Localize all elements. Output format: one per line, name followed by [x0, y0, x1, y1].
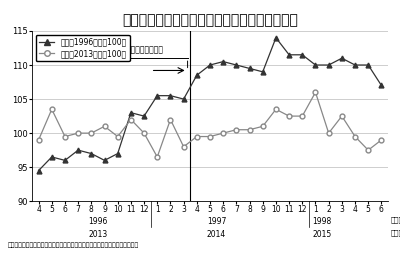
Text: 1997: 1997: [207, 217, 226, 226]
Text: （月）: （月）: [391, 217, 400, 223]
Text: 1998: 1998: [312, 217, 332, 226]
Legend: 前回（1996年度＝100）, 今回（2013年度＝100）: 前回（1996年度＝100）, 今回（2013年度＝100）: [36, 35, 130, 61]
Text: 2013: 2013: [88, 230, 108, 239]
Text: 2014: 2014: [207, 230, 226, 239]
Text: 消費税率引き上げ: 消費税率引き上げ: [127, 46, 164, 55]
Text: （注）ニッセイ基礎研究所による季節調整値　　（資料）財務省「貿易統計」: （注）ニッセイ基礎研究所による季節調整値 （資料）財務省「貿易統計」: [8, 243, 139, 248]
Text: 1996: 1996: [88, 217, 108, 226]
Title: 図表１２　消費増税前後の輸出数量指数の推移: 図表１２ 消費増税前後の輸出数量指数の推移: [122, 13, 298, 27]
Text: 2015: 2015: [312, 230, 332, 239]
Text: （年）: （年）: [391, 230, 400, 236]
